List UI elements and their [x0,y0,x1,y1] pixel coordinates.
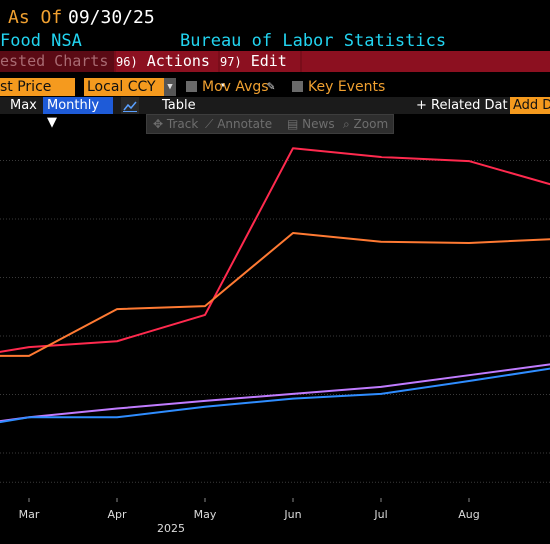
edit-label: Edit [250,52,287,70]
news-tool[interactable]: ▤ News [287,117,335,131]
series-lines [0,147,550,432]
track-tool[interactable]: ✥ Track [153,117,199,131]
chevron-down-icon[interactable]: ▼ [164,78,176,96]
tools-bar: ✥ Track ⟋ Annotate ▤ News ⌕ Zoom [0,114,550,134]
related-data-button[interactable]: + Related Dat [416,98,508,113]
frequency-dropdown[interactable]: Monthly ▼ [43,97,113,130]
series-line-2[interactable] [0,232,550,357]
series-line-1[interactable] [0,147,550,362]
annotate-tool[interactable]: ⟋ Annotate [205,117,273,131]
chart-tools: ✥ Track ⟋ Annotate ▤ News ⌕ Zoom [146,114,394,134]
currency-dropdown[interactable]: Local CCY [84,78,167,96]
mov-avgs-label: Mov Avgs [202,79,269,95]
actions-label: Actions [146,52,210,70]
x-tick-label: Mar [19,508,40,521]
series-line-3[interactable] [0,363,550,429]
x-tick-label: Apr [107,508,127,521]
key-events-label: Key Events [308,79,386,95]
function-bar-filler [302,51,550,72]
series-line-4[interactable] [0,367,550,432]
edit-menu[interactable]: 97) Edit ▾ [220,51,300,91]
controls-bar: st Price Local CCY ▼ Mov Avgs ✎ Key Even… [0,78,550,96]
table-button[interactable]: Table [162,98,196,113]
as-of-label: As Of [8,7,63,28]
line-chart[interactable]: Mar Apr May Jun Jul Aug 2025 [0,134,550,544]
x-tick-label: Aug [458,508,479,521]
title-bar: Food NSA Bureau of Labor Statistics [0,30,550,52]
series-title: Food NSA [0,31,82,51]
actions-menu[interactable]: 96) Actions ▾ [116,51,218,91]
x-axis: Mar Apr May Jun Jul Aug [19,498,480,521]
actions-number: 96) [116,55,138,69]
x-tick-label: Jun [283,508,301,521]
max-range-button[interactable]: Max [10,98,37,113]
source-name: Bureau of Labor Statistics [180,31,447,51]
edit-number: 97) [220,55,242,69]
mov-avgs-checkbox[interactable] [186,81,197,92]
as-of-date[interactable]: 09/30/25 [68,7,155,28]
gridlines [0,160,550,483]
pencil-icon[interactable]: ✎ [267,79,275,94]
x-tick-label: May [194,508,217,521]
x-tick-label: Jul [373,508,387,521]
suggested-charts-label: ested Charts [0,52,109,70]
price-field-dropdown[interactable]: st Price [0,78,75,96]
zoom-tool[interactable]: ⌕ Zoom [343,117,389,131]
suggested-charts-menu[interactable]: ested Charts ▾ [0,51,114,90]
key-events-checkbox[interactable] [292,81,303,92]
add-data-button[interactable]: Add D [510,97,550,114]
function-bar: ested Charts ▾ 96) Actions ▾ 97) Edit ▾ [0,51,550,91]
line-chart-icon[interactable] [121,97,139,114]
as-of-bar: As Of 09/30/25 [0,0,550,32]
chevron-down-icon: ▾ [220,80,227,91]
x-axis-year-label: 2025 [157,522,185,535]
chart-toolbar: Max Monthly ▼ Table + Related Dat Add D [0,97,550,130]
